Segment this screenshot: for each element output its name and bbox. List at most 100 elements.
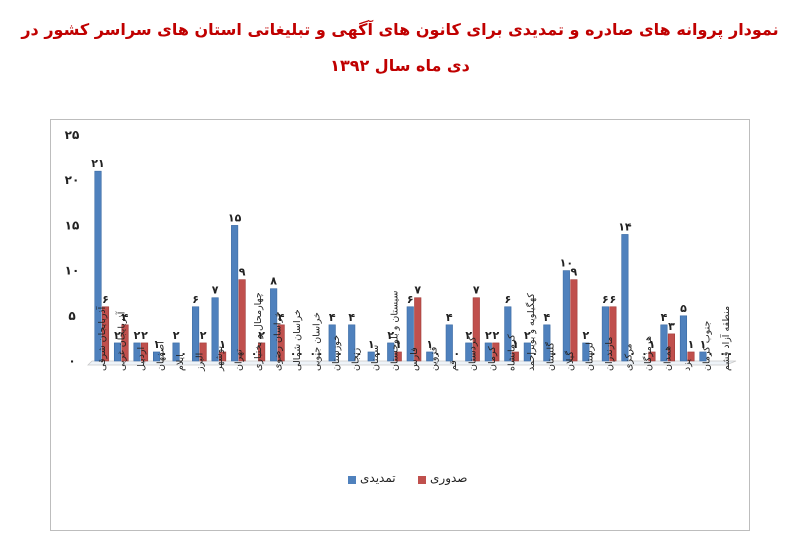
data-label: ۶ xyxy=(610,293,617,306)
data-label: ۱ xyxy=(395,338,402,351)
bar-tamdidi xyxy=(211,297,219,362)
data-label: ۱۰ xyxy=(560,257,573,270)
data-label: ۰ xyxy=(453,347,460,360)
bar-tamdidi xyxy=(621,234,629,362)
bar-tamdidi xyxy=(465,342,473,362)
bar-tamdidi xyxy=(270,288,278,362)
y-tick-label: ۰ xyxy=(68,354,75,368)
data-label: ۲ xyxy=(485,329,492,342)
x-tick-label: فارس xyxy=(409,347,420,371)
bar-tamdidi xyxy=(387,342,395,362)
x-tick-label: سمنان xyxy=(370,345,381,371)
bar-sodouri xyxy=(101,306,110,362)
bar-sodouri xyxy=(472,297,480,362)
data-label: ۲ xyxy=(173,329,180,342)
data-label: ۰ xyxy=(375,347,382,360)
data-label: ۰ xyxy=(434,347,441,360)
legend-label-series1: تمدیدی xyxy=(360,471,396,485)
data-label: ۲ xyxy=(387,329,394,342)
x-tick-label: تهران xyxy=(233,349,244,371)
bar-tamdidi xyxy=(699,351,707,362)
data-label: ۶ xyxy=(192,293,199,306)
y-tick-label: ۲۰ xyxy=(65,173,80,187)
data-label: ۴ xyxy=(348,311,355,324)
bar-sodouri xyxy=(570,279,578,362)
data-label: ۳ xyxy=(668,320,675,333)
data-label: ۰ xyxy=(727,347,734,360)
data-label: ۷ xyxy=(414,284,421,297)
data-label: ۲ xyxy=(258,329,265,342)
bar-sodouri xyxy=(238,279,246,362)
bar-tamdidi xyxy=(601,306,609,362)
data-label: ۲ xyxy=(524,329,531,342)
y-tick-label: ۵ xyxy=(68,309,75,323)
bar-tamdidi xyxy=(231,225,239,362)
data-label: ۰ xyxy=(251,347,258,360)
bar-tamdidi xyxy=(445,324,453,362)
x-tick-label: کهگیلویه و بویراحمد xyxy=(525,293,537,371)
data-label: ۰ xyxy=(719,347,726,360)
data-label: ۰ xyxy=(317,347,324,360)
data-label: ۲ xyxy=(583,329,590,342)
x-tick-label: لرستان xyxy=(585,342,596,371)
data-label: ۴ xyxy=(278,311,285,324)
y-tick-label: ۱۵ xyxy=(65,218,80,232)
bar-tamdidi xyxy=(367,351,375,362)
x-tick-label: چهارمحال و بختیاری xyxy=(253,292,264,371)
legend-swatch-series1 xyxy=(348,476,356,484)
data-label: ۲ xyxy=(141,329,148,342)
legend: تمدیدی صدوری xyxy=(0,471,800,491)
x-tick-label: خراسان رضوی xyxy=(272,311,283,371)
data-label: ۰ xyxy=(707,347,714,360)
bar-tamdidi xyxy=(172,342,180,362)
data-label: ۸ xyxy=(270,275,277,288)
data-label: ۴ xyxy=(329,311,336,324)
data-label: ۰ xyxy=(336,347,343,360)
bar-sodouri xyxy=(258,342,266,362)
bar-tamdidi xyxy=(94,170,102,362)
x-tick-label: یزد xyxy=(682,359,693,371)
bar-tamdidi xyxy=(504,306,512,362)
x-tick-label: قزوین xyxy=(429,347,440,371)
data-label: ۶ xyxy=(504,293,511,306)
data-label: ۱ xyxy=(153,338,160,351)
bar-tamdidi xyxy=(484,342,492,362)
x-tick-label: اردبیل xyxy=(136,347,147,371)
x-tick-label: جنوب کرمان xyxy=(702,321,713,371)
bar-sodouri xyxy=(648,351,656,362)
bar-tamdidi xyxy=(543,324,551,362)
chart-subtitle: دی ماه سال ۱۳۹۲ xyxy=(330,56,470,75)
bar-tamdidi xyxy=(523,342,531,362)
data-label: ۰ xyxy=(309,347,316,360)
bar-sodouri xyxy=(667,333,675,362)
data-label: ۲ xyxy=(134,329,141,342)
y-tick-label: ۱۰ xyxy=(65,264,80,278)
data-label: ۱ xyxy=(512,338,519,351)
bar-sodouri xyxy=(687,351,695,362)
x-tick-label: سیستان و بلوچستان xyxy=(389,291,400,371)
data-label: ۱ xyxy=(649,338,656,351)
data-label: ۹ xyxy=(239,266,246,279)
data-label: ۰ xyxy=(641,347,648,360)
data-label: ۲ xyxy=(200,329,207,342)
bar-tamdidi xyxy=(153,351,161,362)
data-label: ۱ xyxy=(219,338,226,351)
x-tick-label: ایلام xyxy=(175,354,186,371)
chart-area xyxy=(50,119,750,531)
data-label: ۶ xyxy=(407,293,414,306)
data-label: ۱۵ xyxy=(228,211,242,224)
data-label: ۷ xyxy=(473,284,480,297)
bar-tamdidi xyxy=(348,324,356,362)
x-tick-label: گلستان xyxy=(545,342,557,371)
bar-sodouri xyxy=(609,306,617,362)
data-label: ۶ xyxy=(102,293,109,306)
data-label: ۴ xyxy=(122,311,129,324)
bar-tamdidi xyxy=(328,324,336,362)
x-tick-label: اصفهان xyxy=(155,341,166,371)
data-label: ۰ xyxy=(290,347,297,360)
data-label: ۴ xyxy=(543,311,550,324)
x-tick-label: گیلان xyxy=(564,350,576,371)
bar-tamdidi xyxy=(133,342,141,362)
bar-tamdidi xyxy=(426,351,434,362)
